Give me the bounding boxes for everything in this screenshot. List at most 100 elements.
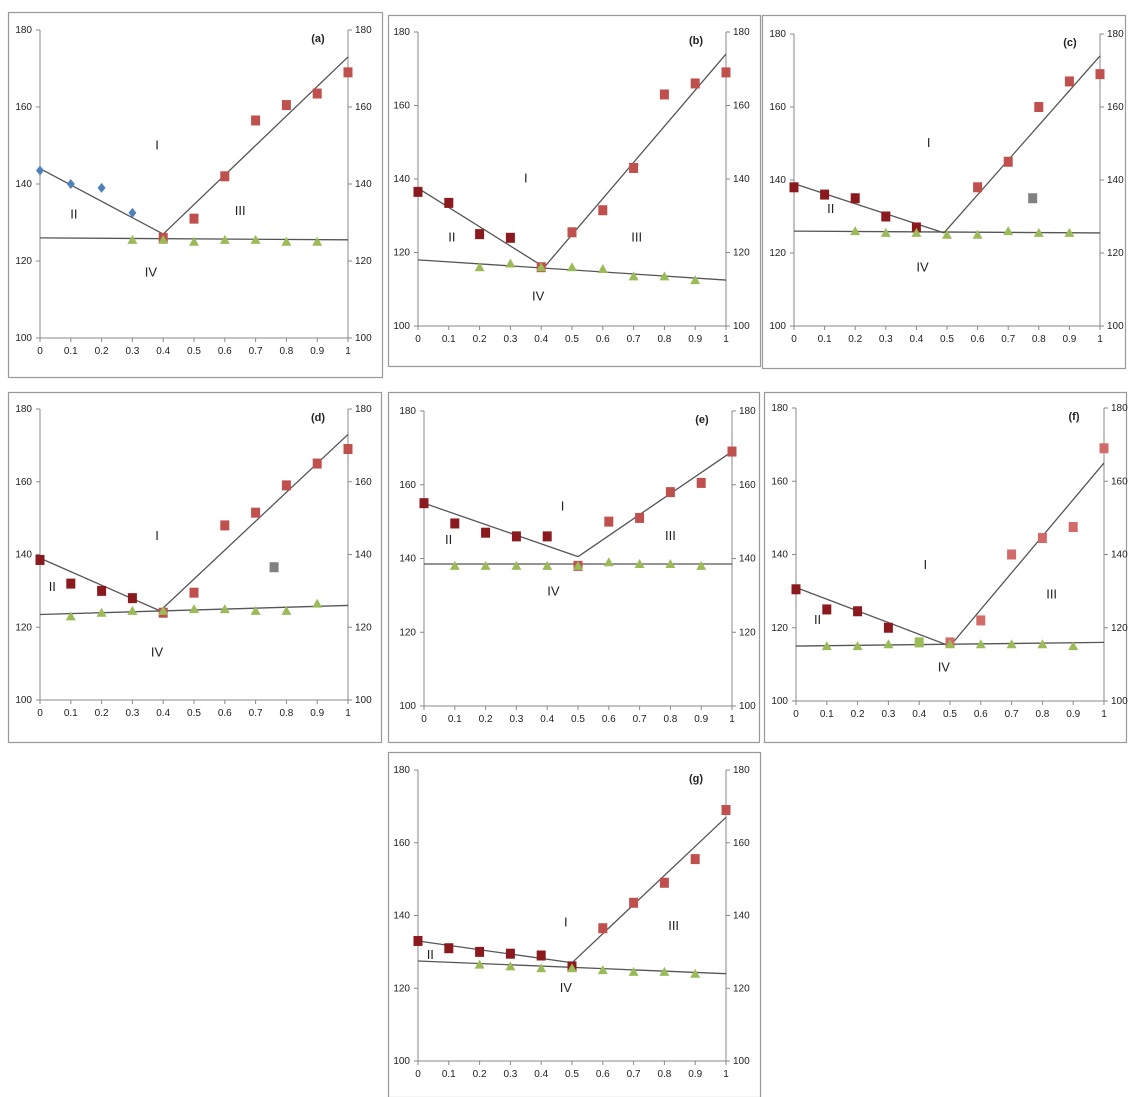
chart-panel-a: 100 120 140 160 180 100 120 140 160 180 0 0.1 0.2 0.3…: [7, 11, 384, 379]
data-point-square: [269, 562, 279, 573]
trend-line: [39, 168, 164, 235]
data-point-triangle: [127, 605, 138, 615]
x-tick-label: 0.5: [940, 334, 954, 345]
y-tick-label: 180: [399, 406, 416, 417]
x-tick-label: 0.4: [534, 1069, 548, 1080]
y-tick-label: 120: [771, 623, 788, 634]
y2-tick-label: 140: [355, 179, 372, 190]
x-tick-label: 0.3: [125, 708, 139, 719]
x-tick-label: 0: [791, 334, 797, 345]
data-point-triangle: [312, 236, 323, 246]
region-label: I: [927, 135, 931, 150]
x-tick-label: 0.7: [627, 334, 641, 345]
region-label: I: [155, 137, 159, 152]
x-tick-label: 0.8: [279, 346, 293, 357]
y-tick-label: 140: [393, 911, 410, 922]
x-tick-label: 0.2: [473, 334, 487, 345]
x-tick-label: 0: [415, 334, 421, 345]
x-tick-label: 0.1: [64, 708, 78, 719]
x-tick-label: 0.6: [218, 346, 232, 357]
x-tick-label: 1: [345, 346, 351, 357]
y2-tick-label: 180: [355, 25, 372, 36]
data-point-square: [444, 943, 454, 954]
data-point-square: [567, 227, 577, 238]
trend-line: [423, 502, 579, 558]
y-tick-label: 160: [393, 838, 410, 849]
x-tick-label: 0.7: [249, 708, 263, 719]
panel-label: (c): [1063, 37, 1077, 49]
x-tick-label: 0.9: [1066, 709, 1080, 720]
data-point-triangle: [911, 227, 922, 237]
data-point-triangle: [542, 560, 553, 570]
region-label: I: [561, 499, 565, 514]
y2-tick-label: 180: [1107, 29, 1124, 40]
y2-tick-label: 180: [355, 404, 372, 415]
data-point-square: [1034, 102, 1044, 112]
x-tick-label: 0.1: [442, 334, 456, 345]
y-tick-label: 160: [15, 102, 32, 113]
y2-tick-label: 120: [1111, 623, 1128, 634]
region-label: II: [70, 207, 77, 222]
data-point-square: [1068, 522, 1078, 533]
data-point-diamond: [36, 165, 44, 176]
x-tick-label: 0.7: [627, 1069, 641, 1080]
y2-tick-label: 120: [355, 622, 372, 633]
y-tick-label: 140: [769, 175, 786, 186]
region-label: IV: [916, 259, 929, 274]
y2-tick-label: 160: [739, 480, 756, 491]
y-tick-label: 160: [771, 476, 788, 487]
data-point-square: [690, 78, 700, 89]
panel-label: (d): [311, 412, 325, 424]
data-point-square: [598, 205, 608, 216]
x-tick-label: 0.6: [974, 709, 988, 720]
data-point-square: [127, 593, 137, 604]
chart-panel-e: 100 120 140 160 180 100 120 140 160 180 0 0.1 0.2 0.3…: [387, 391, 761, 744]
data-point-triangle: [628, 966, 639, 976]
y-tick-label: 120: [15, 256, 32, 267]
trend-line: [417, 940, 573, 964]
data-point-square: [189, 587, 199, 598]
x-tick-label: 0.6: [596, 334, 610, 345]
data-point-diamond: [97, 182, 106, 193]
x-tick-label: 0.6: [971, 334, 985, 345]
region-label: IV: [532, 288, 545, 303]
data-point-triangle: [573, 560, 583, 570]
region-label: I: [564, 914, 568, 929]
y2-tick-label: 180: [1111, 403, 1128, 414]
data-point-triangle: [511, 560, 522, 570]
y-tick-label: 120: [399, 627, 416, 638]
data-point-triangle: [189, 604, 199, 614]
x-tick-label: 1: [345, 708, 351, 719]
data-point-triangle: [1068, 641, 1079, 651]
region-label: III: [235, 203, 246, 218]
data-point-triangle: [975, 639, 986, 649]
data-point-square: [281, 480, 291, 491]
region-label: II: [827, 201, 834, 216]
data-point-square: [312, 458, 322, 469]
x-tick-label: 0.2: [848, 334, 862, 345]
data-point-triangle: [665, 559, 676, 569]
x-tick-label: 0.5: [187, 346, 201, 357]
data-point-square: [220, 520, 230, 531]
data-point-triangle: [449, 560, 460, 570]
y2-tick-label: 140: [355, 550, 372, 561]
data-point-triangle: [219, 604, 230, 614]
y-tick-label: 160: [15, 477, 32, 488]
chart-panel-g: 100 120 140 160 180 100 120 140 160 180 0 0.1 0.2 0.3…: [387, 751, 762, 1097]
x-tick-label: 0: [793, 709, 799, 720]
data-point-triangle: [281, 236, 292, 246]
trend-line: [577, 451, 733, 558]
data-point-square: [450, 518, 460, 529]
data-point-triangle: [65, 611, 76, 621]
data-point-triangle: [250, 605, 261, 615]
chart-panel-f: 100 120 140 160 180 100 120 140 160 180 0 0.1 0.2 0.3…: [763, 391, 1128, 744]
data-point-square: [189, 213, 199, 224]
x-tick-label: 0.7: [633, 714, 647, 725]
x-tick-label: 0: [37, 708, 43, 719]
trend-line: [795, 586, 951, 647]
data-point-square: [1003, 156, 1013, 167]
y-tick-label: 140: [393, 174, 410, 185]
panel-label: (b): [689, 35, 703, 47]
y2-tick-label: 140: [733, 911, 750, 922]
x-tick-label: 0.1: [448, 714, 462, 725]
